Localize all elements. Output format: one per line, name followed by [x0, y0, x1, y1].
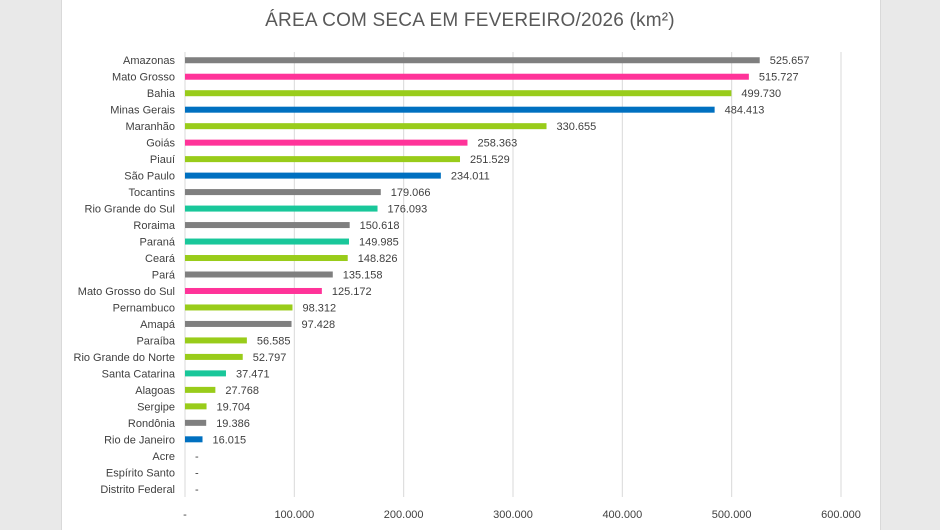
x-tick-label: 100.000 — [274, 509, 314, 521]
data-label: 179.066 — [391, 187, 431, 199]
data-label: 125.172 — [332, 286, 372, 298]
category-label: Acre — [152, 451, 175, 463]
x-tick-label: 600.000 — [821, 509, 861, 521]
category-label: Pará — [152, 270, 176, 282]
data-label: - — [195, 467, 199, 479]
x-tick-label: - — [183, 509, 187, 521]
category-label: Rondônia — [128, 418, 176, 430]
category-label: Mato Grosso do Sul — [78, 286, 175, 298]
bar — [185, 255, 348, 262]
category-label: Paraná — [140, 237, 176, 249]
bar — [185, 139, 468, 146]
chart-title: ÁREA COM SECA EM FEVEREIRO/2026 (km²) — [265, 10, 675, 31]
category-label: Roraima — [133, 220, 175, 232]
bar — [185, 156, 461, 163]
data-label: 149.985 — [359, 237, 399, 249]
data-label: 19.386 — [216, 418, 250, 430]
bar — [185, 353, 243, 360]
bar — [185, 57, 760, 64]
bar — [185, 287, 322, 294]
data-label: 19.704 — [217, 401, 251, 413]
category-label: Sergipe — [137, 401, 175, 413]
bar — [185, 205, 378, 212]
category-label: Espírito Santo — [106, 467, 175, 479]
category-label: Santa Catarina — [102, 368, 176, 380]
data-label: 56.585 — [257, 335, 291, 347]
bar — [185, 436, 203, 443]
category-label: Minas Gerais — [110, 105, 175, 117]
data-label: 27.768 — [225, 385, 259, 397]
data-label: 258.363 — [477, 138, 517, 150]
category-label: Paraíba — [136, 335, 175, 347]
bar — [185, 238, 349, 245]
category-label: Tocantins — [129, 187, 176, 199]
data-label: 150.618 — [360, 220, 400, 232]
category-label: São Paulo — [124, 171, 175, 183]
data-label: - — [195, 484, 199, 496]
data-label: 234.011 — [451, 171, 490, 183]
data-label: 98.312 — [302, 302, 336, 314]
category-label: Goiás — [146, 138, 175, 150]
category-label: Maranhão — [125, 121, 175, 133]
data-label: 52.797 — [253, 352, 287, 364]
bar — [185, 222, 350, 229]
data-label: 148.826 — [358, 253, 398, 265]
x-tick-label: 400.000 — [602, 509, 642, 521]
data-label: 525.657 — [770, 55, 810, 67]
bar — [185, 337, 247, 344]
data-label: 176.093 — [388, 204, 428, 216]
data-label: 515.727 — [759, 72, 799, 84]
category-label: Piauí — [150, 154, 175, 166]
category-label: Pernambuco — [113, 302, 175, 314]
bar — [185, 386, 216, 393]
bar — [185, 189, 381, 196]
bar — [185, 123, 547, 130]
data-label: 97.428 — [302, 319, 336, 331]
x-tick-label: 500.000 — [712, 509, 752, 521]
x-tick-label: 200.000 — [384, 509, 424, 521]
bar — [185, 370, 226, 377]
category-label: Amazonas — [123, 55, 175, 67]
category-label: Ceará — [145, 253, 176, 265]
category-label: Amapá — [140, 319, 176, 331]
bar — [185, 403, 207, 410]
bar — [185, 419, 207, 426]
data-label: - — [195, 451, 199, 463]
x-tick-label: 300.000 — [493, 509, 533, 521]
data-label: 330.655 — [557, 121, 597, 133]
category-label: Rio Grande do Norte — [74, 352, 176, 364]
bar — [185, 172, 441, 179]
data-label: 484.413 — [725, 105, 765, 117]
category-label: Alagoas — [135, 385, 175, 397]
category-label: Mato Grosso — [112, 72, 175, 84]
bar — [185, 106, 715, 113]
category-label: Rio Grande do Sul — [85, 204, 176, 216]
bar — [185, 271, 333, 278]
category-label: Distrito Federal — [100, 484, 175, 496]
category-label: Rio de Janeiro — [104, 434, 175, 446]
bar — [185, 304, 293, 311]
data-label: 499.730 — [741, 88, 781, 100]
data-label: 135.158 — [343, 270, 383, 282]
bar — [185, 73, 749, 80]
data-label: 16.015 — [213, 434, 247, 446]
bar — [185, 90, 732, 97]
category-label: Bahia — [147, 88, 176, 100]
data-label: 37.471 — [236, 368, 270, 380]
data-label: 251.529 — [470, 154, 510, 166]
bar — [185, 320, 292, 327]
